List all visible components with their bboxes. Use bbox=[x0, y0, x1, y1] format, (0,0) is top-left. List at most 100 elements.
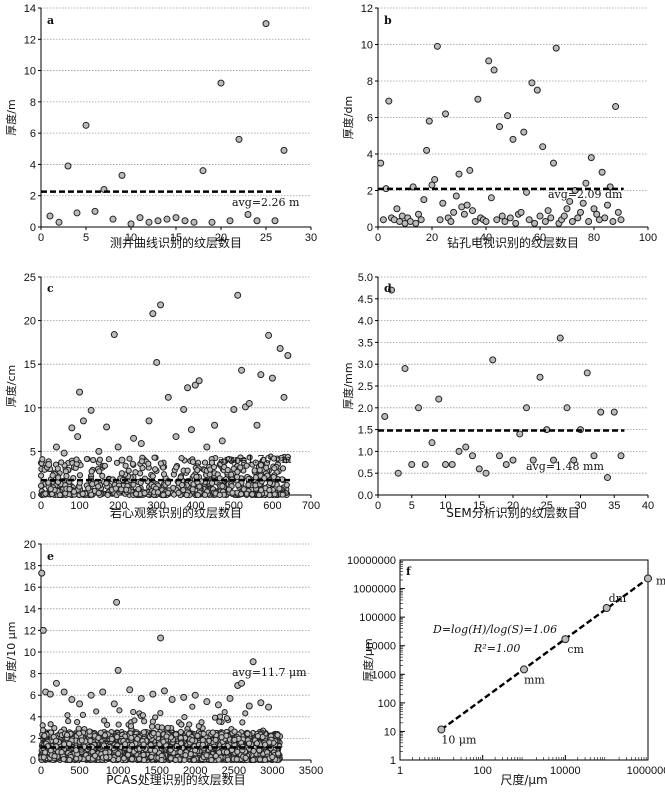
data-point bbox=[452, 192, 460, 200]
data-point bbox=[136, 755, 143, 763]
data-point bbox=[257, 371, 265, 379]
data-point bbox=[152, 466, 159, 473]
data-point bbox=[228, 471, 235, 478]
data-point bbox=[113, 459, 121, 466]
data-point bbox=[122, 741, 129, 748]
data-point bbox=[253, 217, 261, 225]
data-point bbox=[271, 465, 278, 472]
data-point bbox=[101, 717, 108, 724]
data-point bbox=[275, 750, 282, 757]
panel-e: 0 500 1000 1500 2000 2500 3000 3500 0 2 4 6 8 10 12 14 1… bbox=[4, 539, 323, 787]
y-axis-label: 厚度/μm bbox=[361, 638, 375, 681]
data-point bbox=[132, 469, 139, 476]
data-point bbox=[617, 216, 625, 224]
panel-letter: a bbox=[47, 14, 54, 27]
data-point bbox=[216, 713, 224, 720]
data-point bbox=[523, 188, 530, 196]
data-point bbox=[150, 730, 157, 737]
x-tick-label: 0 bbox=[375, 232, 381, 244]
data-point bbox=[157, 460, 164, 467]
data-point bbox=[103, 754, 110, 761]
data-point bbox=[76, 472, 84, 479]
data-point bbox=[269, 753, 276, 761]
data-point bbox=[379, 216, 387, 224]
data-point bbox=[201, 459, 209, 466]
data-point bbox=[141, 490, 148, 497]
data-point bbox=[381, 413, 389, 421]
data-point bbox=[463, 201, 471, 209]
data-point bbox=[51, 753, 58, 760]
data-point bbox=[482, 218, 490, 226]
data-point bbox=[66, 486, 73, 493]
data-point bbox=[93, 708, 100, 715]
data-point bbox=[231, 728, 238, 735]
x-tick-label: 700 bbox=[302, 500, 320, 512]
data-point bbox=[139, 465, 146, 472]
data-point bbox=[160, 687, 168, 695]
data-point bbox=[184, 384, 192, 392]
data-point bbox=[193, 473, 200, 480]
y-tick-label: 4 bbox=[30, 712, 36, 724]
data-point bbox=[224, 756, 232, 763]
data-point bbox=[516, 430, 524, 438]
data-point bbox=[280, 393, 288, 401]
y-tick-label: 0 bbox=[30, 222, 36, 234]
data-point bbox=[517, 208, 525, 216]
panel-c: 0 100 200 300 400 500 600 700 0 5 10 15 20 25 avg=1.70… bbox=[4, 272, 320, 520]
data-point bbox=[435, 395, 443, 403]
data-point bbox=[141, 718, 148, 725]
x-tick-label: 3500 bbox=[299, 765, 323, 777]
x-tick-label: 2500 bbox=[222, 765, 246, 777]
data-point bbox=[127, 723, 135, 730]
data-point bbox=[229, 489, 236, 496]
data-point bbox=[276, 485, 283, 492]
data-point bbox=[520, 665, 528, 674]
data-point bbox=[388, 286, 395, 294]
data-point bbox=[469, 452, 476, 460]
data-point bbox=[520, 128, 528, 136]
y-tick-label: 1000 bbox=[372, 669, 396, 681]
data-point bbox=[237, 464, 244, 471]
data-point bbox=[88, 491, 95, 498]
data-point bbox=[238, 679, 246, 687]
data-point bbox=[73, 747, 80, 754]
data-point bbox=[234, 468, 241, 476]
data-point bbox=[168, 696, 176, 704]
data-point bbox=[64, 712, 71, 719]
data-point bbox=[385, 97, 393, 105]
data-point bbox=[490, 66, 498, 74]
data-point bbox=[512, 219, 520, 227]
data-point bbox=[644, 574, 652, 583]
data-point bbox=[108, 736, 115, 743]
data-point bbox=[249, 491, 256, 498]
data-point bbox=[226, 217, 234, 225]
data-point bbox=[160, 738, 167, 745]
y-tick-label: 4.5 bbox=[358, 294, 373, 306]
y-tick-label: 10000000 bbox=[347, 555, 396, 567]
x-axis-label: 尺度/μm bbox=[500, 772, 547, 787]
data-point bbox=[149, 718, 156, 725]
data-point bbox=[604, 201, 611, 209]
data-point bbox=[128, 734, 135, 741]
data-point bbox=[52, 443, 60, 451]
data-point bbox=[110, 331, 118, 339]
data-point bbox=[109, 215, 117, 223]
data-point bbox=[148, 753, 155, 761]
data-point bbox=[251, 467, 258, 474]
x-tick-label: 3000 bbox=[260, 765, 284, 777]
data-point bbox=[79, 490, 86, 497]
x-tick-label: 600 bbox=[263, 500, 281, 512]
data-points bbox=[377, 42, 625, 227]
data-point bbox=[609, 218, 617, 226]
point-label: 10 μm bbox=[441, 733, 477, 746]
data-point bbox=[46, 212, 54, 220]
data-point bbox=[496, 123, 503, 131]
data-point bbox=[561, 635, 570, 644]
x-tick-label: 500 bbox=[70, 765, 88, 777]
y-tick-label: 10 bbox=[24, 403, 36, 415]
data-point bbox=[216, 718, 223, 725]
data-point bbox=[187, 426, 195, 434]
data-point bbox=[462, 443, 470, 451]
data-point bbox=[40, 754, 47, 761]
data-point bbox=[498, 212, 506, 220]
